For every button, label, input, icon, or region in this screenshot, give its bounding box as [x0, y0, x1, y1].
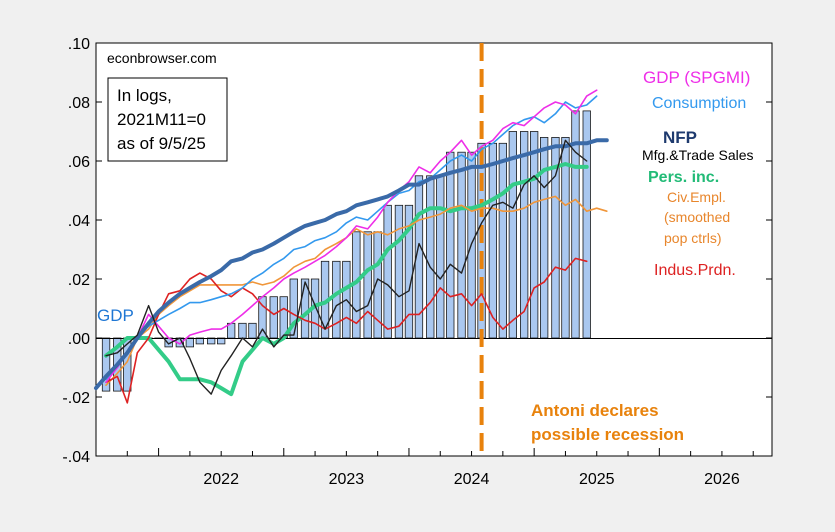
x-tick-label: 2026: [704, 471, 740, 488]
label-civ-empl-2: (smoothed: [664, 209, 730, 225]
vline-label-2: possible recession: [531, 425, 684, 444]
series-line-gdp-spgmi: [105, 89, 598, 384]
series-line-consumption: [105, 95, 598, 381]
gdp-bar: [498, 142, 508, 339]
gdp-bar: [446, 151, 455, 339]
series-lines: [94, 89, 609, 404]
gdp-bar: [269, 296, 278, 339]
gdp-bar: [394, 204, 404, 339]
x-tick-label: 2023: [329, 471, 365, 488]
label-mfg-trade: Mfg.&Trade Sales: [642, 147, 754, 163]
gdp-bar: [508, 131, 518, 339]
note-box: [107, 77, 228, 162]
label-consumption: Consumption: [652, 95, 746, 112]
y-tick-label: .06: [68, 154, 90, 171]
x-tick-label: 2022: [203, 471, 239, 488]
series-line-indus: [105, 257, 588, 404]
label-pers-inc: Pers. inc.: [648, 169, 719, 186]
x-axis: 2022 2023 2024 2025 2026: [95, 448, 754, 488]
series-line-pers-inc: [104, 162, 589, 397]
label-civ-empl-3: pop ctrls): [664, 230, 722, 246]
gdp-bar: [238, 322, 247, 339]
gdp-bar: [561, 136, 570, 339]
gdp-bar: [488, 142, 498, 339]
series-line-mfg-trade: [105, 139, 588, 395]
note-line-2: 2021M11=0: [117, 110, 206, 129]
gdp-bar: [383, 204, 392, 339]
y-tick-label: -.04: [62, 449, 90, 466]
y-tick-label: -.02: [62, 390, 90, 407]
gdp-bar: [185, 337, 195, 348]
label-civ-empl-1: Civ.Empl.: [667, 189, 726, 205]
gdp-bar: [530, 131, 539, 339]
x-tick-label: 2025: [579, 471, 615, 488]
y-axis: .10 .08 .06 .04 .02 .00 -.02 -.04: [62, 36, 772, 466]
label-nfp: NFP: [663, 128, 697, 147]
series-line-civ-empl: [105, 195, 608, 386]
gdp-bar: [426, 175, 435, 339]
y-tick-label: .02: [68, 272, 90, 289]
label-gdp: GDP: [97, 306, 134, 325]
series-line-nfp: [94, 138, 609, 391]
note-line-3: as of 9/5/25: [117, 134, 206, 153]
label-gdp-spgmi: GDP (SPGMI): [643, 68, 750, 87]
gdp-bar: [436, 175, 445, 339]
vline-label-1: Antoni declares: [531, 401, 659, 420]
gdp-bar: [363, 231, 372, 339]
y-tick-label: .04: [68, 213, 90, 230]
gdp-bar: [332, 260, 341, 339]
x-tick-label: 2024: [454, 471, 490, 488]
y-tick-label: .00: [68, 331, 90, 348]
y-tick-label: .08: [68, 95, 90, 112]
gdp-bars: [101, 110, 591, 392]
y-tick-label: .10: [68, 36, 90, 53]
gdp-bar: [457, 151, 466, 339]
gdp-bar: [248, 322, 257, 339]
source-label: econbrowser.com: [107, 50, 217, 66]
note-line-1: In logs,: [117, 86, 172, 105]
label-indus-prdn: Indus.Prdn.: [654, 262, 736, 279]
